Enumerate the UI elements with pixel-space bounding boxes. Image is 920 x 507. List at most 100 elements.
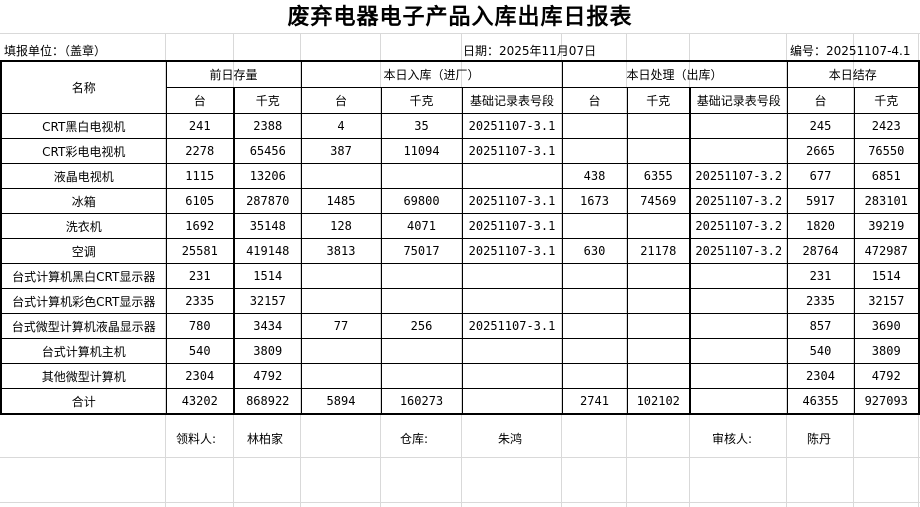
table-row: 台式计算机彩色CRT显示器 2335 32157 2335 32157 [0, 288, 920, 314]
table-row: 其他微型计算机 2304 4792 2304 4792 [0, 363, 920, 389]
cell-stock-units: 2665 [786, 138, 855, 164]
cell-stock-units: 231 [786, 263, 855, 289]
cell-out-units [561, 213, 628, 239]
cell-stock-kg: 32157 [853, 288, 920, 314]
cell-name: 合计 [0, 388, 167, 415]
cell-name: 洗衣机 [0, 213, 167, 239]
cell-name: 液晶电视机 [0, 163, 167, 189]
table-row: 台式计算机黑白CRT显示器 231 1514 231 1514 [0, 263, 920, 289]
cell-prev-units: 2278 [165, 138, 235, 164]
cell-prev-kg: 4792 [233, 363, 302, 389]
header-prev-stock: 前日存量 [165, 60, 302, 88]
cell-name: 台式计算机彩色CRT显示器 [0, 288, 167, 314]
cell-stock-kg: 3809 [853, 338, 920, 364]
receiver-name: 林柏家 [247, 432, 284, 446]
cell-out-kg [626, 288, 691, 314]
table-row: CRT黑白电视机 241 2388 4 35 20251107-3.1 245 2423 [0, 113, 920, 139]
cell-stock-kg: 39219 [853, 213, 920, 239]
cell-in-record: 20251107-3.1 [461, 138, 563, 164]
header-outbound: 本日处理（出库） [561, 60, 788, 88]
cell-prev-units: 2304 [165, 363, 235, 389]
cell-in-kg: 160273 [380, 388, 463, 415]
cell-in-record: 20251107-3.1 [461, 213, 563, 239]
cell-stock-kg: 472987 [853, 238, 920, 264]
cell-out-units [561, 363, 628, 389]
cell-out-units: 438 [561, 163, 628, 189]
report-number: 编号：20251107-4.1 [790, 44, 911, 58]
cell-stock-units: 2304 [786, 363, 855, 389]
cell-out-kg [626, 138, 691, 164]
cell-out-record: 20251107-3.2 [689, 188, 788, 214]
cell-name: 台式计算机黑白CRT显示器 [0, 263, 167, 289]
cell-out-kg [626, 213, 691, 239]
cell-name: CRT黑白电视机 [0, 113, 167, 139]
header-stock-kg: 千克 [853, 87, 920, 114]
report-date: 日期：2025年11月07日 [463, 44, 597, 58]
cell-out-record [689, 138, 788, 164]
header-in-units: 台 [300, 87, 382, 114]
cell-in-record [461, 163, 563, 189]
table-row: CRT彩电电视机 2278 65456 387 11094 20251107-3.1 266… [0, 138, 920, 164]
header-inbound: 本日入库（进厂） [300, 60, 563, 88]
table-row: 洗衣机 1692 35148 128 4071 20251107-3.1 20251107-… [0, 213, 920, 239]
cell-out-units [561, 138, 628, 164]
cell-in-units: 77 [300, 313, 382, 339]
cell-out-kg: 102102 [626, 388, 691, 415]
header-prev-units: 台 [165, 87, 235, 114]
cell-prev-units: 1692 [165, 213, 235, 239]
report-title: 废弃电器电子产品入库出库日报表 [287, 5, 633, 30]
cell-out-kg [626, 263, 691, 289]
cell-prev-kg: 287870 [233, 188, 302, 214]
cell-out-units: 630 [561, 238, 628, 264]
cell-stock-units: 1820 [786, 213, 855, 239]
cell-name: 其他微型计算机 [0, 363, 167, 389]
cell-out-units [561, 338, 628, 364]
cell-stock-units: 5917 [786, 188, 855, 214]
cell-out-kg [626, 313, 691, 339]
header-out-record: 基础记录表号段 [689, 87, 788, 114]
cell-stock-units: 245 [786, 113, 855, 139]
cell-prev-kg: 3434 [233, 313, 302, 339]
table-row: 台式微型计算机液晶显示器 780 3434 77 256 20251107-3.1 857 3… [0, 313, 920, 339]
cell-in-units [300, 338, 382, 364]
reporting-unit: 填报单位：（盖章） [4, 44, 107, 58]
cell-prev-units: 241 [165, 113, 235, 139]
cell-in-kg [380, 363, 463, 389]
cell-stock-kg: 1514 [853, 263, 920, 289]
cell-stock-units: 677 [786, 163, 855, 189]
cell-stock-units: 857 [786, 313, 855, 339]
cell-prev-units: 231 [165, 263, 235, 289]
cell-in-record: 20251107-3.1 [461, 313, 563, 339]
cell-prev-kg: 3809 [233, 338, 302, 364]
cell-in-record [461, 288, 563, 314]
header-out-kg: 千克 [626, 87, 691, 114]
cell-in-units: 128 [300, 213, 382, 239]
cell-in-kg [380, 338, 463, 364]
cell-out-units [561, 113, 628, 139]
cell-in-record: 20251107-3.1 [461, 188, 563, 214]
cell-out-units [561, 313, 628, 339]
cell-out-record [689, 363, 788, 389]
auditor-label: 审核人: [712, 432, 753, 446]
cell-stock-kg: 283101 [853, 188, 920, 214]
cell-prev-kg: 868922 [233, 388, 302, 415]
cell-stock-kg: 4792 [853, 363, 920, 389]
cell-in-units: 4 [300, 113, 382, 139]
cell-in-kg: 35 [380, 113, 463, 139]
cell-out-record [689, 263, 788, 289]
receiver-label: 领料人: [176, 432, 217, 446]
cell-prev-kg: 35148 [233, 213, 302, 239]
cell-in-kg [380, 263, 463, 289]
cell-prev-units: 540 [165, 338, 235, 364]
table-row: 冰箱 6105 287870 1485 69800 20251107-3.1 1673 745… [0, 188, 920, 214]
cell-in-units [300, 263, 382, 289]
cell-out-units [561, 288, 628, 314]
cell-in-record: 20251107-3.1 [461, 238, 563, 264]
cell-out-kg [626, 338, 691, 364]
cell-in-kg: 256 [380, 313, 463, 339]
cell-out-record [689, 113, 788, 139]
cell-prev-units: 6105 [165, 188, 235, 214]
cell-name: 台式计算机主机 [0, 338, 167, 364]
cell-name: 台式微型计算机液晶显示器 [0, 313, 167, 339]
table-row: 空调 25581 419148 3813 75017 20251107-3.1 630 211… [0, 238, 920, 264]
